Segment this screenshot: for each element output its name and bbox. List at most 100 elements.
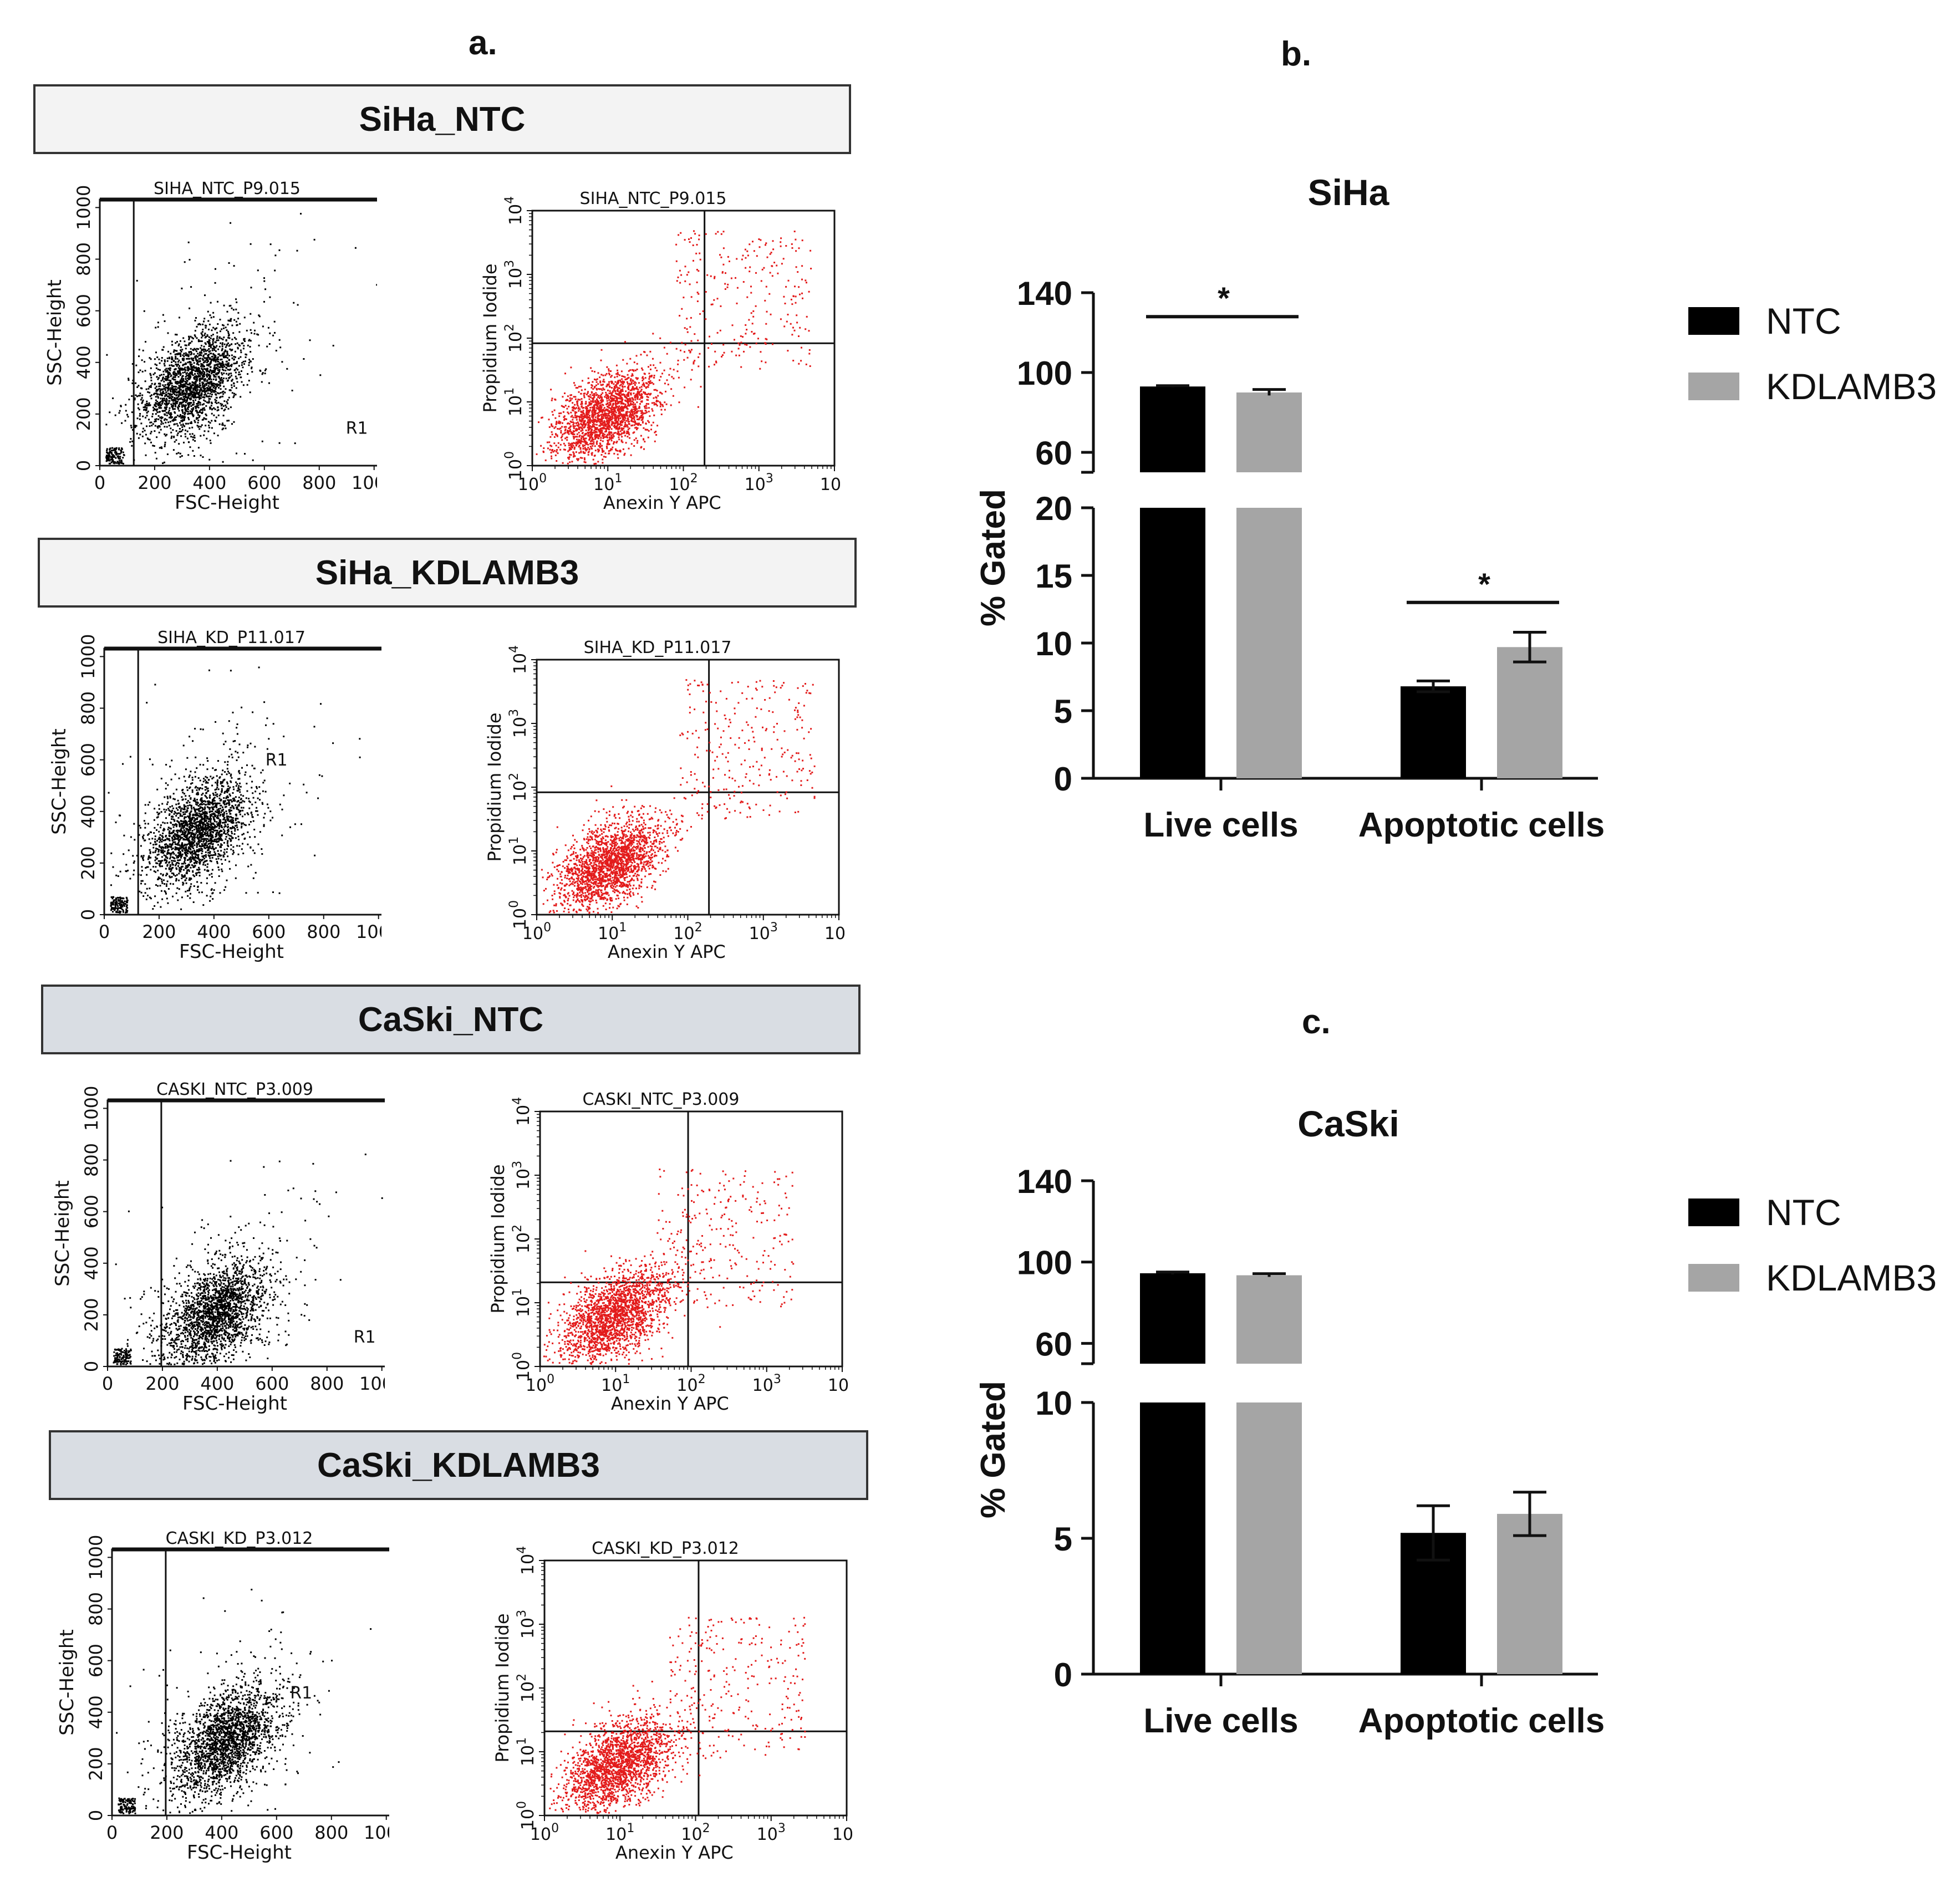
y-tick-label: 20 (1035, 490, 1072, 527)
x-tick-label: 400 (205, 1822, 238, 1843)
scatter-title: SIHA_NTC_P9.015 (154, 179, 301, 198)
legend-swatch-kdlamb3 (1688, 1264, 1739, 1292)
y-tick-label: 800 (85, 1592, 106, 1626)
bar-ntc-lower (1140, 1402, 1205, 1674)
y-tick-label: 10 (1035, 625, 1072, 662)
x-tick-label: 100 (522, 921, 551, 943)
y-tick-label: 102 (511, 1225, 533, 1253)
gate-label: R1 (290, 1684, 312, 1703)
y-tick-label: 103 (503, 260, 526, 289)
legend-swatch-kdlamb3 (1688, 373, 1739, 400)
y-axis-label: SSC-Height (48, 728, 70, 835)
y-tick-label: 103 (507, 709, 530, 738)
scatter-plot-siha_kd: R1 SIHA_KD_P11.017 0 200 400 600 800 1000 0 200 40… (48, 628, 381, 963)
y-tick-label: 101 (515, 1737, 538, 1766)
x-tick-label: 100 (518, 472, 547, 494)
banner-siha-kdlamb3: SiHa_KDLAMB3 (38, 538, 857, 608)
scatter-frame (106, 1099, 385, 1368)
x-tick-label: 600 (259, 1822, 293, 1843)
y-tick-label: 15 (1035, 558, 1072, 595)
y-tick-label: 103 (511, 1161, 533, 1190)
y-tick-label: 400 (85, 1695, 106, 1729)
scatter-frame (111, 1548, 389, 1817)
y-tick-label: 1000 (73, 185, 94, 230)
legend-label: KDLAMB3 (1766, 366, 1937, 407)
bar-ntc (1401, 686, 1466, 778)
y-tick-label: 800 (78, 691, 99, 725)
quad-title: SIHA_NTC_P9.015 (580, 189, 727, 208)
scatter-plot-caski_ntc: R1 CASKI_NTC_P3.009 0 200 400 600 800 1000 0 200 4… (52, 1080, 385, 1415)
x-tick-label: 104 (828, 1373, 848, 1395)
chart-title: SiHa (1308, 172, 1390, 213)
y-tick-label: 5 (1054, 1521, 1072, 1558)
bar-kdlamb3 (1497, 647, 1562, 778)
x-tick-label: 102 (673, 921, 702, 943)
gate-label: R1 (354, 1328, 376, 1347)
scatter-dots (108, 666, 361, 914)
x-tick-label: 103 (745, 472, 773, 494)
x-tick-label: 200 (138, 472, 171, 493)
y-tick-label: 100 (515, 1801, 538, 1830)
x-tick-label: 0 (99, 921, 110, 942)
scatter-title: CASKI_KD_P3.012 (166, 1529, 313, 1548)
gate-label: R1 (346, 419, 368, 438)
x-tick-label: 0 (102, 1373, 113, 1394)
legend-swatch-ntc (1688, 307, 1739, 335)
x-tick-label: 102 (681, 1822, 710, 1844)
y-axis-label: Propidium Iodide (492, 1613, 513, 1762)
y-tick-label: 104 (511, 1097, 533, 1126)
y-tick-label: 0 (81, 1361, 102, 1372)
x-tick-label: 100 (526, 1373, 554, 1395)
x-tick-label: 0 (106, 1822, 118, 1843)
gate-label: R1 (266, 751, 288, 770)
y-tick-label: 100 (511, 1352, 533, 1381)
y-axis-title: % Gated (974, 1381, 1012, 1518)
x-tick-label: Apoptotic cells (1358, 806, 1605, 844)
x-axis-label: FSC-Height (182, 1393, 287, 1415)
legend-swatch-ntc (1688, 1198, 1739, 1226)
quad-dots (541, 679, 816, 914)
bar-kdlamb3-lower (1236, 508, 1302, 778)
chart-title: CaSki (1297, 1103, 1399, 1144)
quad-frame (531, 210, 836, 467)
x-tick-label: 1000 (356, 921, 381, 942)
y-tick-label: 104 (503, 196, 526, 225)
legend-label: NTC (1766, 300, 1841, 341)
x-tick-label: Live cells (1143, 1702, 1298, 1740)
x-tick-label: 104 (832, 1822, 852, 1844)
x-tick-label: 800 (302, 472, 336, 493)
y-tick-label: 102 (507, 773, 530, 802)
quad-dots (549, 1616, 806, 1814)
quad-title: SIHA_KD_P11.017 (584, 638, 732, 657)
y-tick-label: 140 (1017, 275, 1072, 312)
y-tick-label: 0 (85, 1810, 106, 1821)
legend-label: NTC (1766, 1192, 1841, 1233)
x-tick-label: 104 (820, 472, 840, 494)
y-tick-label: 101 (507, 837, 530, 865)
x-tick-label: 1000 (359, 1373, 385, 1394)
x-axis-label: FSC-Height (187, 1842, 292, 1864)
y-axis-label: SSC-Height (44, 279, 66, 386)
scatter-plot-siha_ntc: R1 SIHA_NTC_P9.015 0 200 400 600 800 1000 0 200 40… (44, 179, 377, 514)
y-tick-label: 104 (507, 645, 530, 674)
x-tick-label: 800 (314, 1822, 348, 1843)
y-tick-label: 102 (503, 324, 526, 353)
y-tick-label: 0 (73, 460, 94, 471)
bar-ntc-lower (1140, 508, 1205, 778)
x-tick-label: 600 (255, 1373, 289, 1394)
x-tick-label: 800 (307, 921, 340, 942)
y-tick-label: 1000 (78, 634, 99, 679)
y-tick-label: 800 (73, 242, 94, 276)
x-tick-label: 102 (669, 472, 698, 494)
x-tick-label: 800 (310, 1373, 344, 1394)
quad-dots (536, 230, 812, 465)
y-tick-label: 101 (503, 387, 526, 416)
x-tick-label: 103 (749, 921, 778, 943)
y-tick-label: 101 (511, 1288, 533, 1317)
y-tick-label: 140 (1017, 1163, 1072, 1200)
scatter-dots (105, 213, 377, 465)
x-tick-label: 1000 (364, 1822, 389, 1843)
scatter-dots (113, 1154, 383, 1366)
quad-frame (536, 659, 840, 916)
